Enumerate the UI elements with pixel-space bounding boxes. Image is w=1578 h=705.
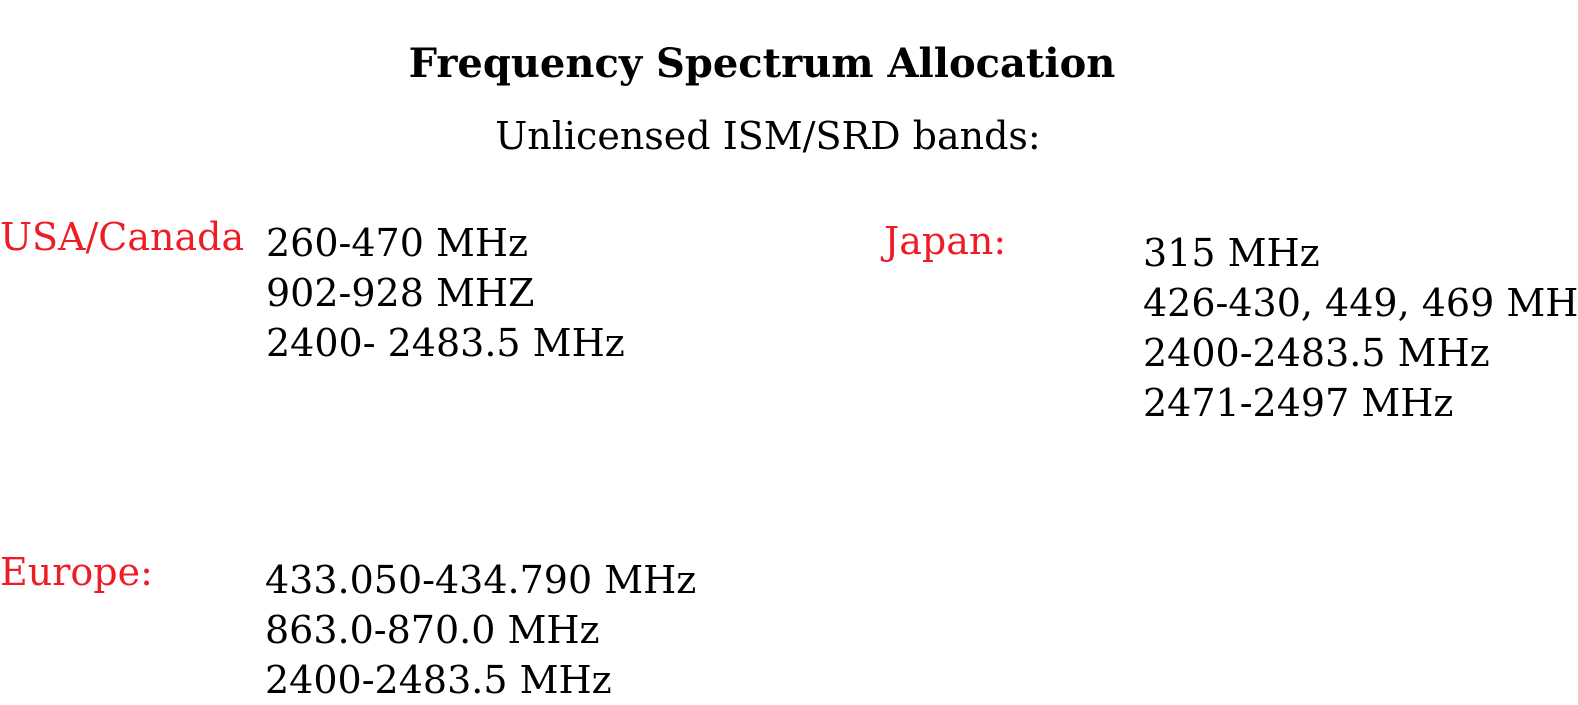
band-item: 2400- 2483.5 MHz (266, 321, 625, 365)
band-item: 863.0-870.0 MHz (265, 608, 600, 652)
band-item: 2400-2483.5 MHz (265, 658, 612, 702)
page-title: Frequency Spectrum Allocation (408, 40, 1116, 87)
region-label-europe: Europe: (0, 550, 153, 594)
band-item: 2471-2497 MHz (1143, 381, 1454, 425)
band-item: 426-430, 449, 469 MHz (1143, 281, 1578, 325)
band-list-europe: 433.050-434.790 MHz 863.0-870.0 MHz 2400… (265, 555, 696, 705)
band-item: 315 MHz (1143, 231, 1320, 275)
band-list-japan: 315 MHz 426-430, 449, 469 MHz 2400-2483.… (1143, 228, 1578, 428)
region-label-japan: Japan: (884, 219, 1007, 263)
band-item: 433.050-434.790 MHz (265, 558, 697, 602)
band-item: 260-470 MHz (266, 221, 529, 265)
page-subtitle: Unlicensed ISM/SRD bands: (495, 114, 1041, 158)
band-item: 902-928 MHZ (266, 271, 535, 315)
region-label-usa-canada: USA/Canada (0, 215, 245, 259)
band-list-usa-canada: 260-470 MHz 902-928 MHZ 2400- 2483.5 MHz (266, 218, 625, 368)
band-item: 2400-2483.5 MHz (1143, 331, 1490, 375)
